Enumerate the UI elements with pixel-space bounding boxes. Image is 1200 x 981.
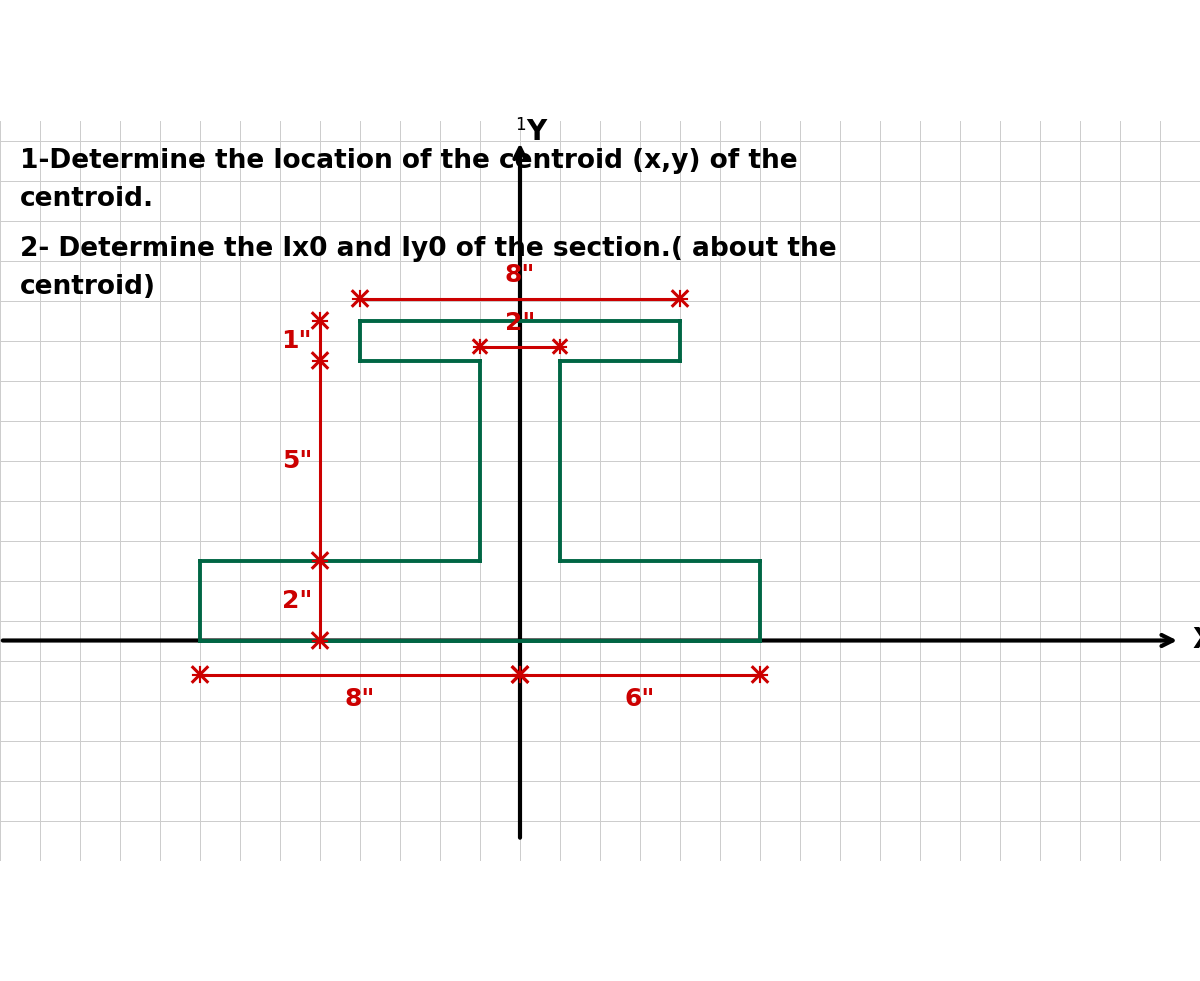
Text: 6": 6" bbox=[625, 688, 655, 711]
Text: 1: 1 bbox=[515, 116, 526, 133]
Text: 2- Determine the Ix0 and Iy0 of the section.( about the: 2- Determine the Ix0 and Iy0 of the sect… bbox=[20, 236, 836, 263]
Text: centroid.: centroid. bbox=[20, 186, 154, 213]
Text: 8": 8" bbox=[505, 263, 535, 286]
Text: centroid): centroid) bbox=[20, 275, 156, 300]
Text: 1-Determine the location of the centroid (x,y) of the: 1-Determine the location of the centroid… bbox=[20, 148, 798, 175]
Text: 1": 1" bbox=[282, 329, 312, 352]
Text: 2": 2" bbox=[505, 311, 535, 336]
Text: Y: Y bbox=[526, 119, 546, 146]
Text: 8": 8" bbox=[344, 688, 376, 711]
Text: 5": 5" bbox=[282, 448, 312, 473]
Text: 2": 2" bbox=[282, 589, 312, 612]
Text: X: X bbox=[1192, 627, 1200, 654]
